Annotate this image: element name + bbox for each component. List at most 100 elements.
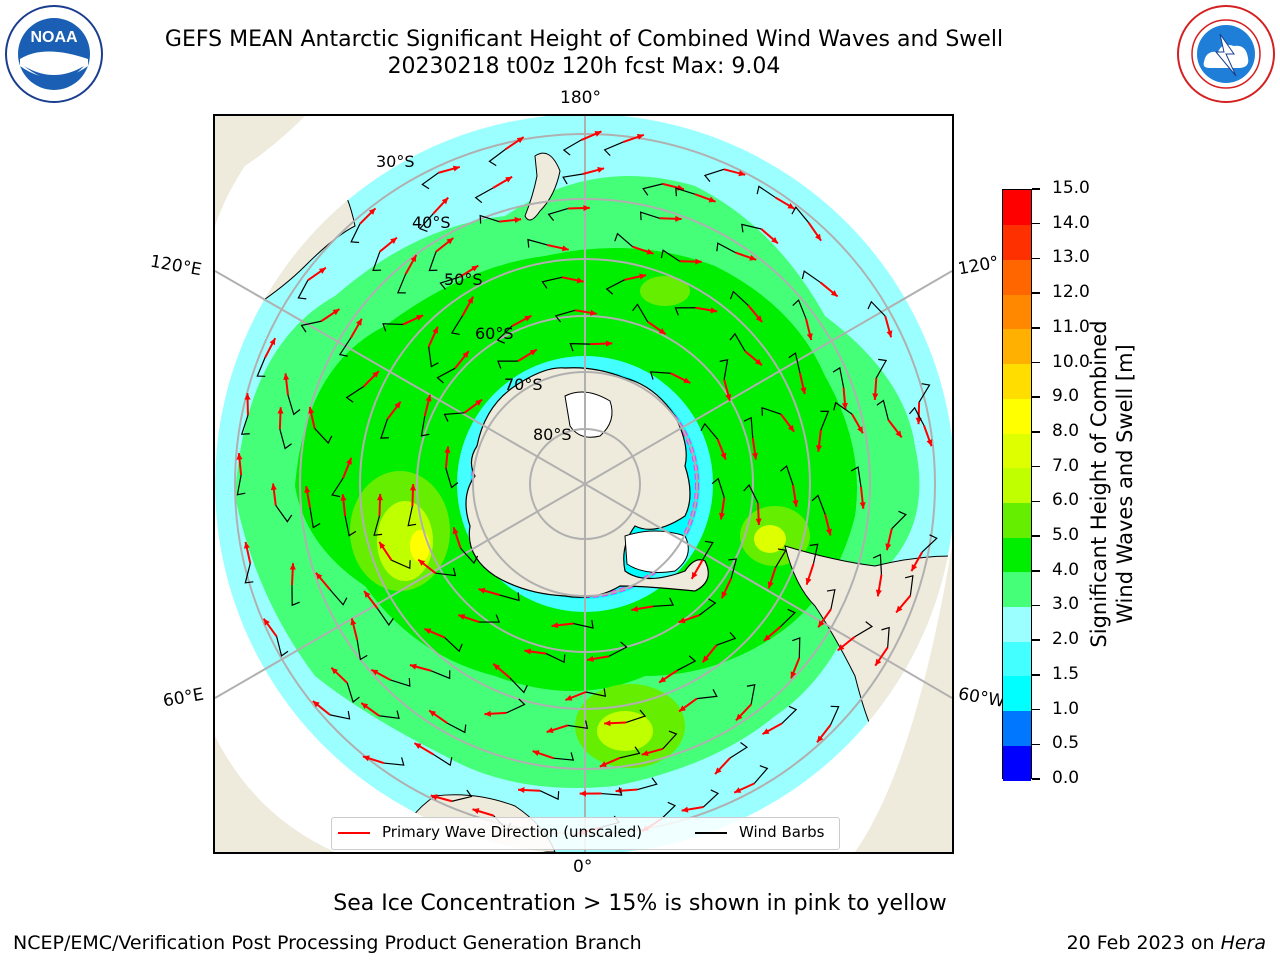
wave-arrow-head xyxy=(368,208,376,215)
wind-barb xyxy=(346,682,360,704)
wind-barb xyxy=(383,757,405,766)
wind-barb xyxy=(660,249,681,262)
wave-arrow-head xyxy=(679,705,686,712)
wave-arrow-head xyxy=(787,202,795,209)
wind-barb xyxy=(297,280,309,300)
colorbar-segment xyxy=(1003,328,1031,365)
colorbar-segment xyxy=(1003,502,1031,538)
colorbar-tick-label: 13.0 xyxy=(1052,247,1090,268)
wind-barb xyxy=(444,637,463,653)
wind-barb xyxy=(792,637,801,658)
wind-barb xyxy=(642,183,663,196)
colorbar-tick-label: 9.0 xyxy=(1052,386,1080,407)
wave-arrow-head xyxy=(444,446,451,454)
wave-arrow-head xyxy=(331,667,339,675)
wind-barb xyxy=(702,789,720,808)
wind-barb xyxy=(854,621,874,638)
wind-barb xyxy=(696,689,718,700)
wind-barb xyxy=(435,567,457,577)
wind-barb xyxy=(625,709,647,724)
wave-arrow-head xyxy=(895,430,902,438)
weddell-ice-shelf xyxy=(624,530,689,573)
lat-label-70s: 70°S xyxy=(504,375,543,394)
map-subtitle: 20230218 t00z 120h fcst Max: 9.04 xyxy=(387,54,781,79)
wind-barb xyxy=(344,515,357,537)
colorbar-segment xyxy=(1003,363,1031,399)
wind-barb xyxy=(279,429,292,450)
wind-barb xyxy=(276,636,289,657)
wind-barb xyxy=(875,358,888,379)
wind-barb xyxy=(479,214,500,224)
wave-arrow-head xyxy=(702,655,710,663)
colorbar-segment xyxy=(1003,606,1031,642)
wave-arrow-head xyxy=(755,315,763,323)
wave-arrow-head xyxy=(236,453,243,460)
colorbar-segment xyxy=(1003,745,1031,781)
wave-arrow-head xyxy=(270,483,277,491)
wind-barbs xyxy=(236,139,938,832)
wind-barb xyxy=(460,547,479,565)
wave-arrow-head xyxy=(815,445,823,452)
colorbar-tick-label: 5.0 xyxy=(1052,525,1080,546)
wave-arrow-head xyxy=(364,591,371,598)
wind-barb xyxy=(527,238,548,248)
colorbar-tick-mark xyxy=(1032,257,1040,260)
wind-barb xyxy=(918,383,931,403)
wind-barb xyxy=(553,752,575,761)
wave-arrow-head xyxy=(675,215,682,222)
wind-barb xyxy=(372,251,382,271)
wind-barb xyxy=(356,639,368,661)
wave-arrow-head xyxy=(815,233,822,241)
wind-barb xyxy=(811,494,826,515)
wind-barb-legend-label: Wind Barbs xyxy=(739,823,825,841)
wave-arrow-head xyxy=(806,333,813,341)
wind-barb xyxy=(833,401,853,415)
wind-barb xyxy=(741,223,762,233)
wind-barb xyxy=(390,678,411,687)
wave-arrow-head xyxy=(546,727,554,734)
wave-arrow-head xyxy=(715,767,722,775)
wave-arrow-head xyxy=(308,406,315,414)
wave-arrow-head xyxy=(636,134,644,140)
wave-arrow-head xyxy=(718,512,725,520)
wave-arrow-head xyxy=(755,358,762,366)
wave-arrow-head xyxy=(462,351,469,358)
wind-barb xyxy=(601,787,623,796)
wind-barb xyxy=(605,279,625,295)
wind-barb xyxy=(329,589,348,606)
wind-barb xyxy=(562,173,583,185)
wind-barb xyxy=(891,510,907,530)
wave-arrow-head xyxy=(318,267,326,274)
wind-barb xyxy=(451,789,473,802)
wind-barb xyxy=(287,395,301,416)
wind-barb xyxy=(428,346,439,368)
meridian-120e xyxy=(215,270,586,485)
lon-label-60w: 60°W xyxy=(956,684,1007,712)
wave-arrow-head xyxy=(594,131,602,137)
wind-barb xyxy=(450,315,463,336)
wind-barb xyxy=(573,620,594,629)
colorbar-tick-mark xyxy=(1032,327,1040,329)
wind-barb xyxy=(443,412,465,422)
wave-arrow-head xyxy=(735,713,743,721)
lat-label-40s: 40°S xyxy=(412,213,451,232)
wave-arrow-head xyxy=(749,254,757,261)
wind-barb xyxy=(585,688,607,698)
colorbar-tick-mark xyxy=(1032,639,1040,641)
wind-barb xyxy=(698,598,717,616)
colorbar-tick-label: 1.5 xyxy=(1052,663,1080,684)
colorbar-tick-mark xyxy=(1032,674,1040,676)
wave-arrow-head xyxy=(424,628,432,635)
colorbar-tick-label: 10.0 xyxy=(1052,351,1090,372)
wave-arrow-head xyxy=(587,655,594,662)
colorbar-tick-label: 4.0 xyxy=(1052,559,1080,580)
lon-label-120w: 120° xyxy=(956,252,1001,280)
colorbar-tick-label: 1.0 xyxy=(1052,698,1080,719)
wind-barb xyxy=(545,653,566,664)
corner-land-sw xyxy=(215,736,335,852)
wave-arrow-head xyxy=(452,165,460,172)
colorbar-tick-label: 0.0 xyxy=(1052,768,1080,788)
wave-arrow-head xyxy=(244,393,251,400)
wind-barb xyxy=(421,172,439,190)
wave-arrow-head xyxy=(579,790,586,797)
